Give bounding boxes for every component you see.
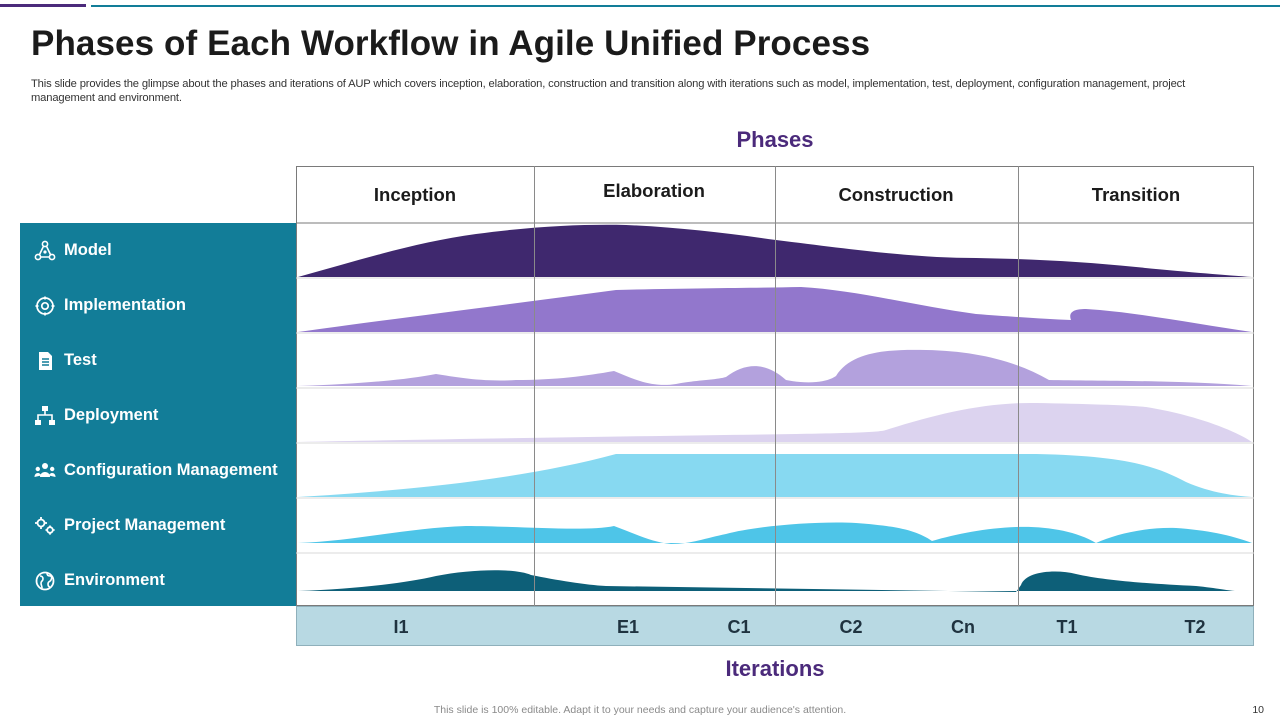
- top-accent-bar-purple: [0, 4, 86, 7]
- workflow-label-test: Test: [64, 351, 97, 369]
- workflow-row-configuration-management: Configuration Management: [20, 443, 296, 498]
- page-title: Phases of Each Workflow in Agile Unified…: [31, 24, 871, 63]
- phase-transition: Transition: [1091, 183, 1181, 205]
- workflow-row-implementation: Implementation: [20, 278, 296, 333]
- iteration-t2: T2: [1184, 617, 1206, 637]
- workflow-row-test: Test: [20, 333, 296, 388]
- workflow-label-configuration-management: Configuration Management: [64, 461, 278, 479]
- test-icon: [34, 350, 56, 372]
- top-accent-bar-teal: [91, 5, 1280, 7]
- workflow-sidebar: Model Implementation Test Deployment Con…: [20, 223, 296, 606]
- area-test: [298, 349, 1252, 386]
- model-icon: [34, 240, 56, 262]
- workflow-row-project-management: Project Management: [20, 498, 296, 553]
- iterations-heading: Iterations: [725, 656, 825, 681]
- page-number: 10: [1252, 704, 1264, 716]
- phase-construction: Construction: [838, 183, 954, 205]
- workflow-effort-areas: [296, 166, 1254, 606]
- workflow-label-project-management: Project Management: [64, 516, 226, 534]
- iteration-c2: C2: [839, 617, 863, 637]
- footer-note: This slide is 100% editable. Adapt it to…: [433, 704, 847, 716]
- iteration-t1: T1: [1056, 617, 1078, 637]
- phase-elaboration: Elaboration: [603, 179, 705, 201]
- workflow-row-deployment: Deployment: [20, 388, 296, 443]
- project-management-icon: [34, 515, 56, 537]
- environment-icon: [34, 570, 56, 592]
- area-environment: [298, 570, 1236, 592]
- workflow-label-model: Model: [64, 241, 112, 259]
- iteration-cn: Cn: [951, 617, 975, 637]
- area-deployment: [298, 402, 1252, 442]
- workflow-phase-chart: Inception Elaboration Construction Trans…: [296, 166, 1254, 606]
- phases-heading: Phases: [736, 127, 814, 152]
- workflow-row-model: Model: [20, 223, 296, 278]
- workflow-label-implementation: Implementation: [64, 296, 186, 314]
- iteration-e1: E1: [616, 617, 640, 637]
- iteration-i1: I1: [393, 617, 409, 637]
- deployment-icon: [34, 405, 56, 427]
- iteration-c1: C1: [727, 617, 751, 637]
- workflow-row-environment: Environment: [20, 553, 296, 608]
- iterations-bar: I1 E1 C1 C2 Cn T1 T2: [296, 606, 1254, 646]
- configuration-management-icon: [34, 460, 56, 482]
- phase-inception: Inception: [373, 183, 457, 205]
- workflow-label-deployment: Deployment: [64, 406, 159, 424]
- implementation-icon: [34, 295, 56, 317]
- workflow-label-environment: Environment: [64, 571, 165, 589]
- page-subtitle: This slide provides the glimpse about th…: [31, 78, 1186, 104]
